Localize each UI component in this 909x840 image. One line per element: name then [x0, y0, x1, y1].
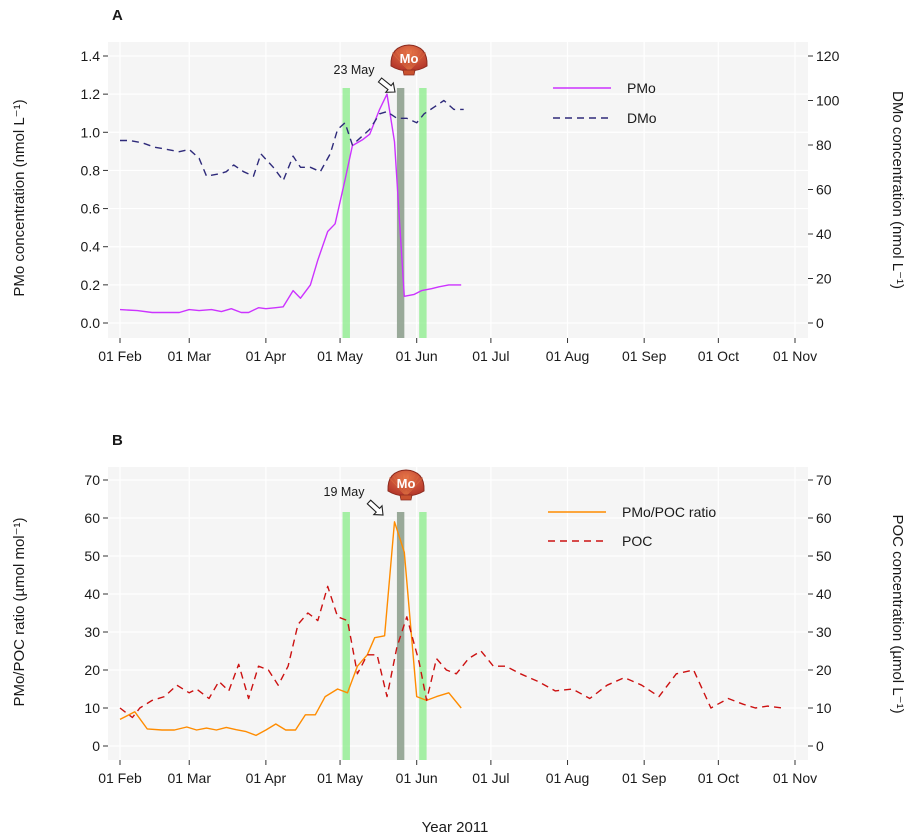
x-tick-label: 01 Aug	[546, 348, 590, 364]
x-tick-label: 01 Nov	[773, 770, 817, 786]
y-tick-label-left: 0.0	[81, 315, 101, 331]
y-tick-label-left: 50	[84, 548, 100, 564]
legend-label: PMo/POC ratio	[622, 504, 716, 520]
x-tick-label: 01 Mar	[167, 770, 211, 786]
y-tick-label-right: 120	[816, 48, 840, 64]
x-axis-title: Year 2011	[422, 819, 489, 836]
x-tick-label: 01 Sep	[622, 348, 667, 364]
arrow-icon	[366, 499, 384, 516]
bloom-band-green	[419, 512, 427, 760]
y-tick-label-right: 10	[816, 700, 832, 716]
y-axis-title-left: PMo/POC ratio (µmol mol⁻¹)	[11, 517, 28, 706]
x-tick-label: 01 Jul	[472, 770, 509, 786]
x-tick-label: 01 Mar	[167, 348, 211, 364]
y-tick-label-right: 40	[816, 226, 832, 242]
peak-date-annotation: 19 May	[324, 485, 366, 499]
y-tick-label-left: 0.8	[81, 162, 101, 178]
x-tick-label: 01 Feb	[98, 770, 142, 786]
x-tick-label: 01 Apr	[246, 348, 287, 364]
y-tick-label-right: 20	[816, 271, 832, 287]
y-tick-label-left: 40	[84, 586, 100, 602]
shell-label: Mo	[397, 476, 416, 491]
series-line-poc	[119, 585, 783, 719]
x-tick-label: 01 May	[317, 770, 363, 786]
y-tick-label-left: 0.2	[81, 277, 101, 293]
y-tick-label-right: 50	[816, 548, 832, 564]
legend-label: POC	[622, 533, 652, 549]
x-tick-label: 01 Apr	[246, 770, 287, 786]
x-tick-label: 01 Jun	[396, 770, 438, 786]
scallop-shell-icon: Mo	[387, 469, 425, 501]
y-tick-label-right: 60	[816, 182, 832, 198]
plot-background	[108, 42, 808, 338]
panel-b: 0 10 20 30 40 50 60 70 0 10 20 30 40 50 60 70 01 Feb 01 M…	[11, 432, 906, 786]
bloom-band-green	[342, 512, 350, 760]
panel-label: A	[112, 7, 123, 24]
y-tick-label-right: 0	[816, 738, 824, 754]
peak-date-annotation: 23 May	[334, 63, 376, 77]
plot-background	[108, 467, 808, 760]
y-tick-label-left: 0	[92, 738, 100, 754]
x-tick-label: 01 Aug	[546, 770, 590, 786]
series-line-pmo	[119, 93, 462, 314]
y-tick-label-left: 1.2	[81, 86, 101, 102]
x-tick-label: 01 Nov	[773, 348, 817, 364]
x-tick-label: 01 Oct	[698, 770, 739, 786]
y-tick-label-right: 20	[816, 662, 832, 678]
x-tick-label: 01 Sep	[622, 770, 667, 786]
y-tick-label-left: 0.4	[81, 239, 101, 255]
x-tick-label: 01 May	[317, 348, 363, 364]
bloom-band-grey	[396, 88, 405, 338]
panel-a: 0.0 0.2 0.4 0.6 0.8 1.0 1.2 1.4 0 20 40 60 80 100 120 0…	[11, 7, 906, 364]
y-tick-label-right: 60	[816, 510, 832, 526]
panel-label: B	[112, 432, 123, 449]
x-tick-label: 01 Jul	[472, 348, 509, 364]
y-axis-title-right: POC concentration (µmol L⁻¹)	[889, 514, 906, 713]
arrow-icon	[377, 77, 396, 93]
bloom-band-green	[419, 88, 427, 338]
y-tick-label-left: 0.6	[81, 201, 101, 217]
y-tick-label-right: 0	[816, 315, 824, 331]
y-tick-label-right: 40	[816, 586, 832, 602]
y-tick-label-left: 60	[84, 510, 100, 526]
x-tick-label: 01 Feb	[98, 348, 142, 364]
series-line-pmo-poc-ratio	[119, 521, 462, 737]
y-axis-title-left: PMo concentration (nmol L⁻¹)	[11, 99, 28, 296]
series-line-dmo	[120, 99, 464, 182]
y-tick-label-left: 1.0	[81, 124, 101, 140]
y-tick-label-left: 20	[84, 662, 100, 678]
x-tick-label: 01 Oct	[698, 348, 739, 364]
y-tick-label-left: 30	[84, 624, 100, 640]
y-tick-label-right: 30	[816, 624, 832, 640]
shell-label: Mo	[400, 51, 419, 66]
x-tick-label: 01 Jun	[396, 348, 438, 364]
y-tick-label-right: 70	[816, 472, 832, 488]
legend-label: PMo	[627, 80, 656, 96]
legend-label: DMo	[627, 110, 657, 126]
y-tick-label-left: 1.4	[81, 48, 101, 64]
bloom-band-green	[342, 88, 350, 338]
y-tick-label-left: 10	[84, 700, 100, 716]
y-axis-title-right: DMo concentration (nmol L⁻¹)	[889, 91, 906, 289]
y-tick-label-left: 70	[84, 472, 100, 488]
y-tick-label-right: 80	[816, 137, 832, 153]
scallop-shell-icon: Mo	[390, 44, 428, 76]
y-tick-label-right: 100	[816, 93, 840, 109]
